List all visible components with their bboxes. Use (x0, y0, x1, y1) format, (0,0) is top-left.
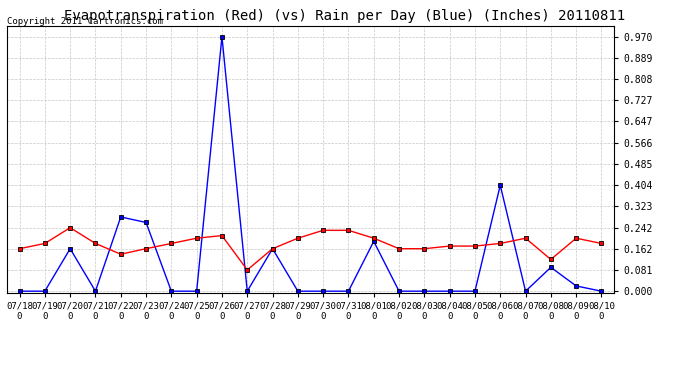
Text: Evapotranspiration (Red) (vs) Rain per Day (Blue) (Inches) 20110811: Evapotranspiration (Red) (vs) Rain per D… (64, 9, 626, 23)
Text: Copyright 2011 Cartronics.com: Copyright 2011 Cartronics.com (7, 17, 163, 26)
